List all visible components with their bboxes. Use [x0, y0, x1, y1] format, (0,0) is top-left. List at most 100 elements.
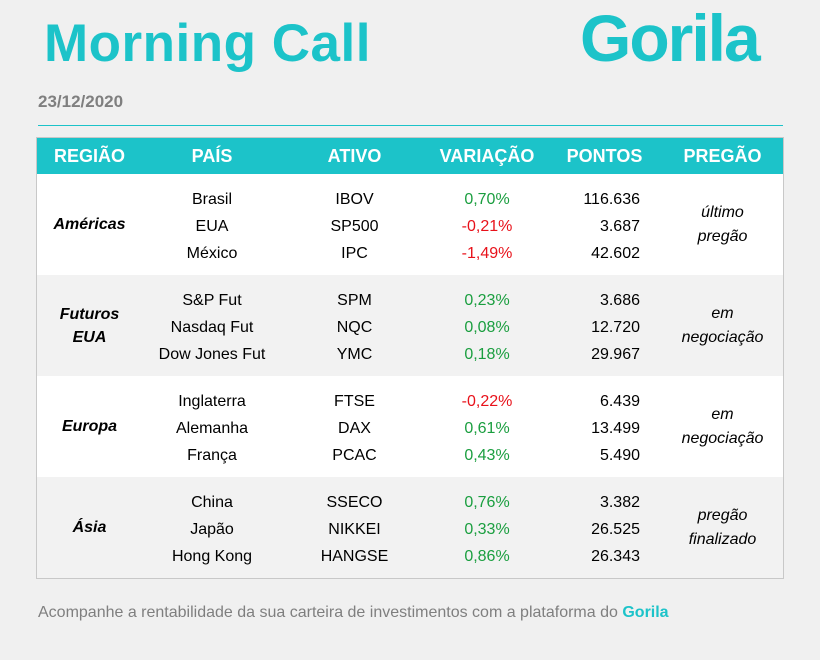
cell-variacao: 0,08% [464, 318, 510, 336]
cell-variacao: 0,61% [464, 419, 510, 437]
cell-ativo: IPC [341, 244, 368, 262]
cell-ativo: SPM [337, 291, 372, 309]
region-label: Futuros EUA [37, 275, 142, 376]
column-header-pontos: PONTOS [566, 145, 643, 166]
cell-pontos: 13.499 [591, 419, 640, 437]
cell-variacao: -0,21% [461, 217, 513, 235]
gorila-logo: Gorila [580, 1, 761, 75]
cell-pontos: 26.343 [591, 547, 640, 565]
column-header-ativo: ATIVO [327, 145, 382, 166]
cell-ativo: DAX [338, 419, 371, 437]
cell-pais: Hong Kong [171, 547, 253, 565]
cell-ativo: YMC [336, 345, 373, 363]
cell-variacao: -1,49% [461, 244, 513, 262]
region-label-line: Futuros [59, 305, 120, 323]
cell-ativo: NQC [336, 318, 373, 336]
column-ativo: IBOV SP500 IPC [282, 174, 427, 275]
cell-pontos: 3.686 [599, 291, 640, 309]
session-status-line: último [701, 203, 744, 221]
page-title: Morning Call [44, 14, 371, 73]
cell-variacao: 0,86% [464, 547, 510, 565]
column-header-regiao: REGIÃO [53, 145, 125, 166]
cell-variacao: 0,43% [464, 446, 510, 464]
market-table: REGIÃO PAÍS ATIVO VARIAÇÃO PONTOS PREGÃO… [36, 137, 784, 579]
column-header-pais: PAÍS [191, 145, 233, 166]
column-pais: China Japão Hong Kong [142, 477, 282, 578]
cell-pontos: 6.439 [599, 392, 640, 410]
column-variacao: -0,22% 0,61% 0,43% [427, 376, 547, 477]
cell-pais: China [191, 493, 233, 511]
column-pontos: 3.382 26.525 26.343 [547, 477, 662, 578]
column-variacao: 0,70% -0,21% -1,49% [427, 174, 547, 275]
cell-variacao: -0,22% [461, 392, 513, 410]
column-pontos: 116.636 3.687 42.602 [547, 174, 662, 275]
cell-variacao: 0,33% [464, 520, 510, 538]
cell-pais: Nasdaq Fut [170, 318, 254, 336]
cell-pontos: 12.720 [591, 318, 640, 336]
cell-pais: México [186, 244, 238, 262]
region-group: Ásia China Japão Hong Kong SSECO NIKKEI HANGSE… [37, 477, 783, 578]
cell-pais: Dow Jones Fut [158, 345, 266, 363]
column-header-variacao: VARIAÇÃO [439, 145, 535, 166]
column-variacao: 0,23% 0,08% 0,18% [427, 275, 547, 376]
region-label: Américas [37, 174, 142, 275]
column-ativo: SSECO NIKKEI HANGSE [282, 477, 427, 578]
cell-variacao: 0,18% [464, 345, 510, 363]
cell-ativo: PCAC [332, 446, 377, 464]
session-status-line: pregão [697, 227, 748, 245]
column-pontos: 3.686 12.720 29.967 [547, 275, 662, 376]
cell-ativo: FTSE [334, 392, 375, 410]
cell-pais: EUA [195, 217, 229, 235]
cell-pais: França [187, 446, 237, 464]
region-label-line: Ásia [72, 519, 107, 536]
table-header: REGIÃO PAÍS ATIVO VARIAÇÃO PONTOS PREGÃO [37, 138, 783, 174]
cell-variacao: 0,76% [464, 493, 510, 511]
region-group: Américas Brasil EUA México IBOV SP500 IPC 0,70%… [37, 174, 783, 275]
cell-pontos: 26.525 [591, 520, 640, 538]
cell-ativo: IBOV [335, 190, 374, 208]
session-status: pregão finalizado [662, 477, 783, 578]
cell-pais: S&P Fut [182, 291, 242, 309]
header-divider [38, 125, 783, 126]
session-status-line: negociação [681, 328, 764, 346]
table-body: Américas Brasil EUA México IBOV SP500 IPC 0,70%… [37, 174, 783, 578]
region-label: Europa [37, 376, 142, 477]
session-status-line: negociação [681, 429, 764, 447]
cell-ativo: NIKKEI [328, 520, 381, 538]
region-label-line: Europa [61, 418, 118, 435]
column-pontos: 6.439 13.499 5.490 [547, 376, 662, 477]
column-pais: Inglaterra Alemanha França [142, 376, 282, 477]
report-date: 23/12/2020 [38, 92, 124, 111]
cell-pais: Brasil [191, 190, 232, 208]
footer-brand-link[interactable]: Gorila [622, 604, 669, 621]
session-status: em negociação [662, 275, 783, 376]
region-label-line: EUA [72, 328, 107, 346]
region-group: Europa Inglaterra Alemanha França FTSE DAX PCA… [37, 376, 783, 477]
region-label: Ásia [37, 477, 142, 578]
column-pais: S&P Fut Nasdaq Fut Dow Jones Fut [142, 275, 282, 376]
cell-pontos: 3.382 [599, 493, 640, 511]
column-header-pregao: PREGÃO [683, 145, 762, 166]
cell-ativo: SP500 [330, 217, 379, 235]
cell-pontos: 5.490 [599, 446, 640, 464]
cell-ativo: HANGSE [320, 547, 389, 565]
cell-pontos: 116.636 [583, 190, 640, 208]
session-status-line: em [711, 405, 734, 423]
cell-pais: Inglaterra [178, 392, 246, 410]
session-status-line: finalizado [688, 530, 757, 548]
column-ativo: SPM NQC YMC [282, 275, 427, 376]
session-status-line: em [711, 304, 734, 322]
cell-pontos: 3.687 [599, 217, 640, 235]
cell-variacao: 0,70% [464, 190, 510, 208]
region-label-line: Américas [53, 216, 126, 233]
session-status: em negociação [662, 376, 783, 477]
cell-pontos: 42.602 [591, 244, 640, 262]
region-group: Futuros EUA S&P Fut Nasdaq Fut Dow Jones Fut… [37, 275, 783, 376]
footer-text: Acompanhe a rentabilidade da sua carteir… [38, 604, 669, 622]
column-ativo: FTSE DAX PCAC [282, 376, 427, 477]
footer-message: Acompanhe a rentabilidade da sua carteir… [38, 604, 623, 621]
cell-variacao: 0,23% [464, 291, 510, 309]
cell-pais: Japão [190, 520, 234, 538]
session-status: último pregão [662, 174, 783, 275]
cell-pontos: 29.967 [591, 345, 640, 363]
